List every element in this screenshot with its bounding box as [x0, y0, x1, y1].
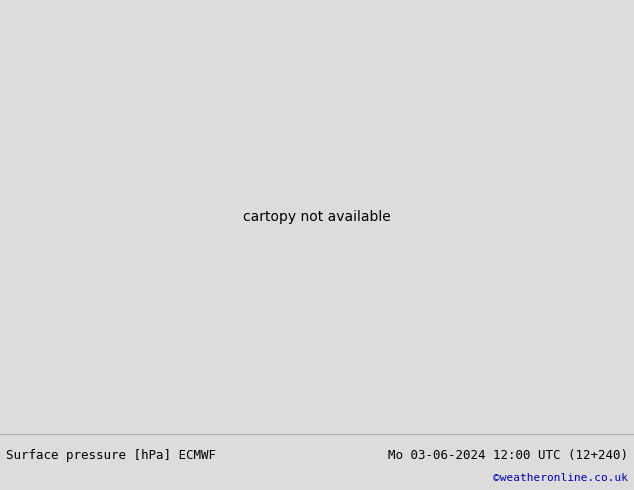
Text: ©weatheronline.co.uk: ©weatheronline.co.uk: [493, 473, 628, 483]
Text: Surface pressure [hPa] ECMWF: Surface pressure [hPa] ECMWF: [6, 449, 216, 463]
Text: cartopy not available: cartopy not available: [243, 210, 391, 224]
Text: Mo 03-06-2024 12:00 UTC (12+240): Mo 03-06-2024 12:00 UTC (12+240): [387, 449, 628, 463]
